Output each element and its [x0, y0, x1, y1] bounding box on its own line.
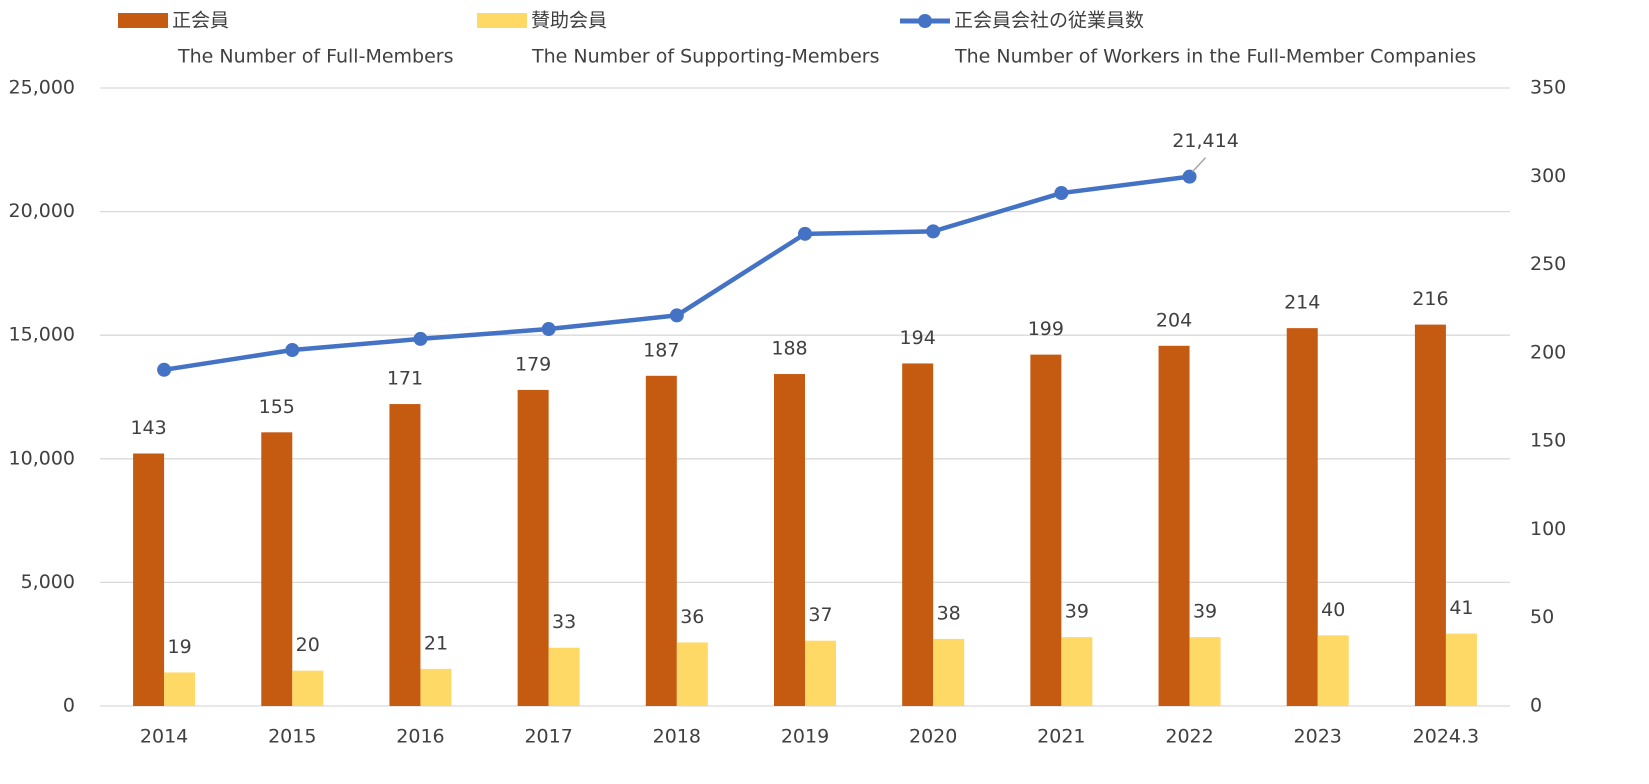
bar-value-label: 20 — [296, 634, 320, 656]
bar — [1189, 637, 1221, 706]
legend-sublabel: The Number of Full-Members — [177, 46, 454, 68]
bar-value-label: 155 — [259, 396, 295, 418]
bar — [676, 642, 708, 706]
y2-tick-label: 150 — [1530, 430, 1566, 452]
bar — [133, 453, 165, 706]
line-marker — [1054, 186, 1069, 201]
bar — [902, 363, 934, 706]
x-tick-label: 2022 — [1165, 726, 1213, 748]
bar-value-label: 187 — [643, 339, 679, 361]
bar-value-label: 179 — [515, 353, 551, 375]
line-marker — [541, 322, 556, 337]
x-tick-label: 2016 — [396, 726, 444, 748]
bar-value-label: 214 — [1284, 292, 1320, 314]
x-tick-label: 2019 — [781, 726, 829, 748]
bar — [1286, 328, 1318, 706]
y2-tick-label: 300 — [1530, 165, 1566, 187]
y-tick-label: 0 — [63, 695, 75, 717]
x-tick-label: 2018 — [653, 726, 701, 748]
legend-swatch — [118, 13, 168, 28]
bar-value-label: 216 — [1412, 288, 1448, 310]
bar — [517, 389, 549, 706]
line-marker — [413, 331, 428, 346]
bar — [292, 670, 324, 706]
legend-label: 賛助会員 — [531, 10, 607, 32]
x-tick-label: 2020 — [909, 726, 957, 748]
bar-value-label: 39 — [1193, 601, 1217, 623]
line-marker — [1182, 169, 1197, 184]
legend-sublabel: The Number of Workers in the Full-Member… — [954, 46, 1476, 68]
legend-marker — [918, 14, 932, 28]
y-tick-label: 5,000 — [21, 571, 75, 593]
line-marker — [669, 308, 684, 323]
legend-swatch — [477, 13, 527, 28]
bar — [805, 640, 836, 706]
bar-value-label: 33 — [552, 611, 576, 633]
bar-value-label: 204 — [1156, 309, 1192, 331]
bar — [1414, 324, 1446, 706]
y2-tick-label: 50 — [1530, 606, 1554, 628]
bar — [774, 374, 805, 706]
x-tick-label: 2023 — [1294, 726, 1342, 748]
line-marker — [926, 224, 941, 239]
bar — [1445, 633, 1477, 706]
bar-value-label: 38 — [937, 602, 961, 624]
y2-tick-label: 350 — [1530, 77, 1566, 99]
y-tick-label: 25,000 — [9, 77, 75, 99]
legend-sublabel: The Number of Supporting-Members — [531, 46, 880, 68]
bar-value-label: 19 — [167, 636, 191, 658]
bar-value-label: 188 — [771, 338, 807, 360]
y2-tick-label: 250 — [1530, 253, 1566, 275]
line-marker — [798, 226, 812, 241]
bar-value-label: 171 — [387, 368, 423, 390]
bar-value-label: 143 — [130, 417, 166, 439]
x-tick-label: 2015 — [268, 726, 316, 748]
bar — [420, 668, 452, 706]
bar-value-label: 36 — [680, 606, 704, 628]
bar-value-label: 37 — [808, 604, 832, 626]
x-tick-label: 2014 — [140, 726, 188, 748]
bar-value-label: 21 — [424, 632, 448, 654]
y-tick-label: 20,000 — [9, 200, 75, 222]
bar — [548, 647, 580, 706]
bar — [389, 404, 421, 706]
y2-tick-label: 100 — [1530, 518, 1566, 540]
line-marker — [285, 343, 300, 358]
legend-label: 正会員 — [172, 10, 229, 32]
y2-tick-label: 0 — [1530, 695, 1542, 717]
bar-value-label: 199 — [1028, 318, 1064, 340]
y2-tick-label: 200 — [1530, 341, 1566, 363]
bar-value-label: 194 — [900, 327, 936, 349]
bar — [261, 432, 293, 706]
bar — [1061, 637, 1093, 706]
bar-value-label: 41 — [1449, 597, 1473, 619]
bar — [933, 638, 965, 706]
x-tick-label: 2017 — [524, 726, 572, 748]
line-marker — [157, 362, 172, 377]
bar — [1158, 345, 1190, 706]
bar — [1317, 635, 1349, 706]
x-tick-label: 2021 — [1037, 726, 1085, 748]
label-leader — [1191, 157, 1207, 173]
y-tick-label: 15,000 — [9, 324, 75, 346]
line-value-label: 21,414 — [1172, 130, 1238, 152]
x-tick-label: 2024.3 — [1413, 726, 1479, 748]
bar — [1030, 354, 1062, 706]
bar — [164, 672, 196, 706]
bar — [645, 375, 677, 706]
bar-value-label: 39 — [1065, 601, 1089, 623]
bar-value-label: 40 — [1321, 599, 1345, 621]
legend-label: 正会員会社の従業員数 — [954, 10, 1144, 32]
y-tick-label: 10,000 — [9, 447, 75, 469]
